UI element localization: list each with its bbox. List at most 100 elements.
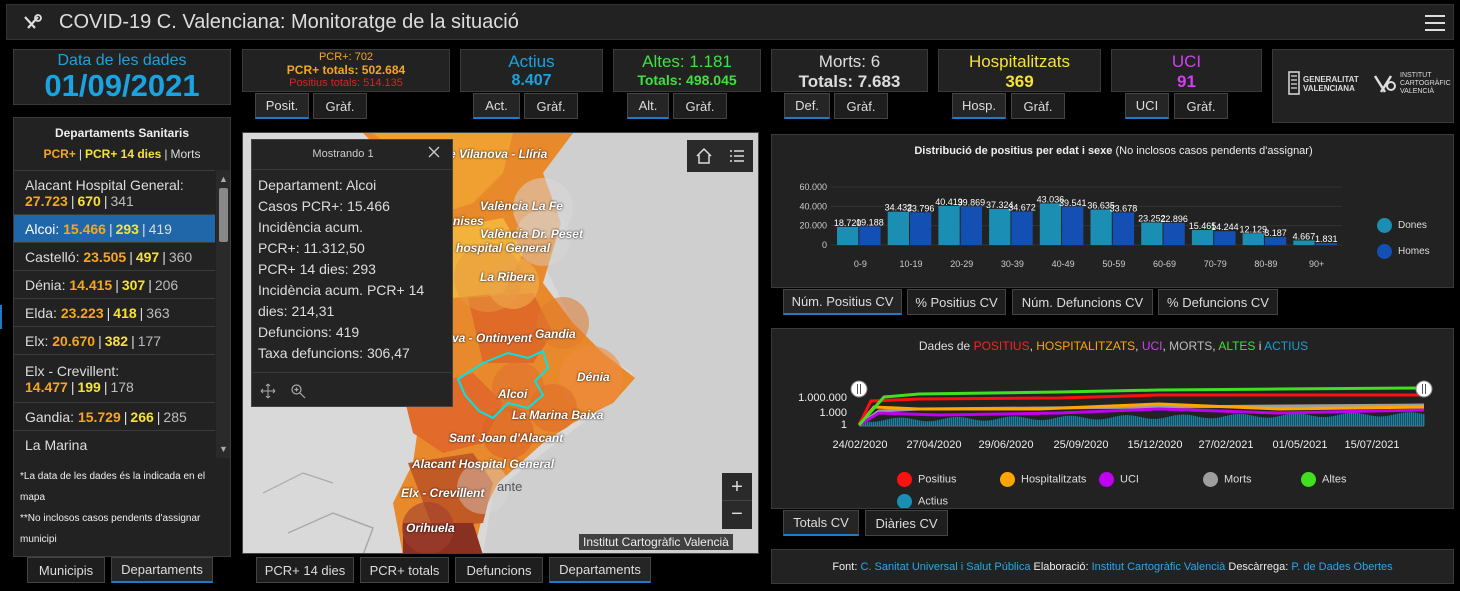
footer-elab-link[interactable]: Institut Cartogràfic Valencià bbox=[1091, 560, 1226, 573]
footer-desc-link[interactable]: P. de Dades Obertes bbox=[1291, 560, 1393, 573]
bar-value-label: 22.896 bbox=[1160, 214, 1188, 224]
tab-departaments[interactable]: Departaments bbox=[111, 557, 213, 583]
dept-name: Castelló: bbox=[25, 248, 80, 265]
bar-legend: Dones Homes bbox=[1377, 213, 1430, 265]
actius-bar bbox=[1299, 413, 1301, 426]
date-value: 01/09/2021 bbox=[44, 68, 200, 103]
kpi-uci-graph-tab[interactable]: Gràf. bbox=[1174, 93, 1228, 119]
close-icon[interactable] bbox=[426, 144, 442, 160]
footer-font-link[interactable]: C. Sanitat Universal i Salut Pública bbox=[860, 560, 1031, 573]
actius-bar bbox=[1081, 417, 1083, 426]
actius-bar bbox=[1309, 415, 1311, 426]
scroll-down-icon[interactable]: ▼ bbox=[219, 444, 228, 454]
tab-pcr-totals[interactable]: PCR+ totals bbox=[360, 557, 449, 583]
list-item[interactable]: Castelló: 23.505 | 497 | 360 bbox=[14, 243, 215, 271]
footer-font-label: Font: bbox=[832, 560, 858, 573]
list-icon[interactable] bbox=[728, 147, 746, 165]
bar bbox=[887, 211, 909, 245]
kpi-actius-tab[interactable]: Act. bbox=[473, 93, 520, 119]
actius-bar bbox=[969, 418, 971, 426]
home-icon[interactable] bbox=[695, 147, 713, 165]
tab-defuncions[interactable]: Defuncions bbox=[455, 557, 543, 583]
bar-value-label: 1.831 bbox=[1315, 234, 1338, 244]
kpi-uci-tab[interactable]: UCI bbox=[1125, 93, 1169, 119]
list-item[interactable]: Dénia: 14.415 | 307 | 206 bbox=[14, 271, 215, 299]
tab-num-defuncions[interactable]: Núm. Defuncions CV bbox=[1012, 289, 1153, 315]
kpi-positius-tab[interactable]: Posit. bbox=[255, 93, 309, 119]
legend-item[interactable]: Actius bbox=[897, 494, 948, 508]
bar bbox=[1214, 231, 1236, 245]
list-item[interactable]: Gandia: 15.729 | 266 | 285 bbox=[14, 403, 215, 431]
zoom-out-icon[interactable]: − bbox=[731, 503, 743, 525]
zoom-in-icon[interactable]: + bbox=[722, 473, 752, 501]
icv-line-3: VALENCIÀ bbox=[1400, 88, 1435, 95]
list-item[interactable]: Elx: 20.670 | 382 | 177 bbox=[14, 327, 215, 355]
actius-bar bbox=[1193, 415, 1195, 426]
actius-bar bbox=[1013, 416, 1015, 426]
actius-bar bbox=[945, 418, 947, 426]
list-item-selected[interactable]: Alcoi: 15.466 | 293 | 419 bbox=[14, 215, 215, 243]
scroll-thumb[interactable] bbox=[219, 188, 228, 242]
y-tick-label: 20.000 bbox=[799, 221, 827, 231]
actius-bar bbox=[1347, 413, 1349, 426]
x-tick-label: 27/04/2020 bbox=[906, 439, 961, 451]
scroll-up-icon[interactable]: ▲ bbox=[219, 174, 228, 184]
tab-pcr14[interactable]: PCR+ 14 dies bbox=[256, 557, 354, 583]
actius-bar bbox=[1285, 414, 1287, 426]
actius-bar bbox=[955, 416, 957, 426]
kpi-hosp-graph-tab[interactable]: Gràf. bbox=[1011, 93, 1065, 119]
tab-pct-positius[interactable]: % Positius CV bbox=[907, 289, 1006, 315]
popup-line: Incidència acum. bbox=[258, 219, 364, 235]
department-list[interactable]: Alacant Hospital General: 27.723 | 670 | 341… bbox=[14, 170, 215, 458]
legend-item[interactable]: Positius bbox=[897, 472, 957, 487]
tab-diaries-cv[interactable]: Diàries CV bbox=[865, 510, 948, 536]
actius-bar bbox=[1025, 417, 1027, 426]
tab-pct-defuncions[interactable]: % Defuncions CV bbox=[1158, 289, 1278, 315]
kpi-positius-graph-tab[interactable]: Gràf. bbox=[313, 93, 367, 119]
move-icon[interactable] bbox=[260, 383, 276, 399]
list-item[interactable]: Elx - Crevillent: 14.477 | 199 | 178 bbox=[14, 355, 215, 403]
list-item[interactable]: Elda: 23.223 | 418 | 363 bbox=[14, 299, 215, 327]
bar-value-label: 14.244 bbox=[1211, 222, 1239, 232]
list-item[interactable]: Alacant Hospital General: 27.723 | 670 | 341 bbox=[14, 171, 215, 215]
kpi-morts-graph-tab[interactable]: Gràf. bbox=[834, 93, 888, 119]
kpi-hosp-tab[interactable]: Hosp. bbox=[952, 93, 1006, 119]
page-title: COVID-19 C. Valenciana: Monitoratge de l… bbox=[59, 11, 519, 33]
legend-item[interactable]: UCI bbox=[1099, 472, 1139, 487]
actius-bar bbox=[1257, 416, 1259, 426]
kpi-altes-tab[interactable]: Alt. bbox=[627, 93, 669, 119]
actius-bar bbox=[1165, 417, 1167, 426]
kpi-altes-graph-tab[interactable]: Gràf. bbox=[673, 93, 727, 119]
actius-bar bbox=[1305, 414, 1307, 426]
actius-bar bbox=[1189, 415, 1191, 426]
actius-bar bbox=[1093, 419, 1095, 426]
actius-bar bbox=[1415, 412, 1417, 426]
tab-municipis[interactable]: Municipis bbox=[27, 557, 105, 583]
header-bar: COVID-19 C. Valenciana: Monitoratge de l… bbox=[6, 4, 1454, 40]
list-item[interactable]: La Marina bbox=[14, 431, 215, 458]
tab-totals-cv[interactable]: Totals CV bbox=[783, 510, 859, 536]
actius-bar bbox=[1135, 416, 1137, 426]
hamburger-icon[interactable] bbox=[1425, 14, 1445, 32]
actius-bar bbox=[895, 417, 897, 426]
actius-bar bbox=[1293, 413, 1295, 426]
map-attribution: Institut Cartogràfic Valencià bbox=[579, 534, 733, 550]
legend-item[interactable]: Altes bbox=[1301, 472, 1346, 487]
sidebar-scrollbar[interactable]: ▲ ▼ bbox=[216, 170, 230, 458]
legend-item[interactable]: Morts bbox=[1203, 472, 1252, 487]
tab-num-positius[interactable]: Núm. Positius CV bbox=[783, 289, 902, 315]
map[interactable]: e Vilanova - Llíria València La Fe nises… bbox=[242, 132, 759, 554]
tab-map-departaments[interactable]: Departaments bbox=[549, 557, 651, 583]
kpi-actius-graph-tab[interactable]: Gràf. bbox=[524, 93, 578, 119]
kpi-morts-tab[interactable]: Def. bbox=[784, 93, 830, 119]
actius-bar bbox=[1405, 412, 1407, 426]
actius-bar bbox=[1201, 417, 1203, 426]
legend-item[interactable]: Hospitalitzats bbox=[1000, 472, 1086, 487]
bar-value-label: 39.869 bbox=[958, 197, 986, 207]
chart-title: Distribució de positius per edat i sexe bbox=[914, 145, 1113, 157]
collapse-left-icon[interactable] bbox=[0, 305, 6, 329]
bar bbox=[837, 226, 859, 245]
zoom-to-icon[interactable] bbox=[290, 383, 306, 399]
bar-value-label: 23.252 bbox=[1138, 214, 1166, 224]
actius-bar bbox=[1007, 416, 1009, 426]
